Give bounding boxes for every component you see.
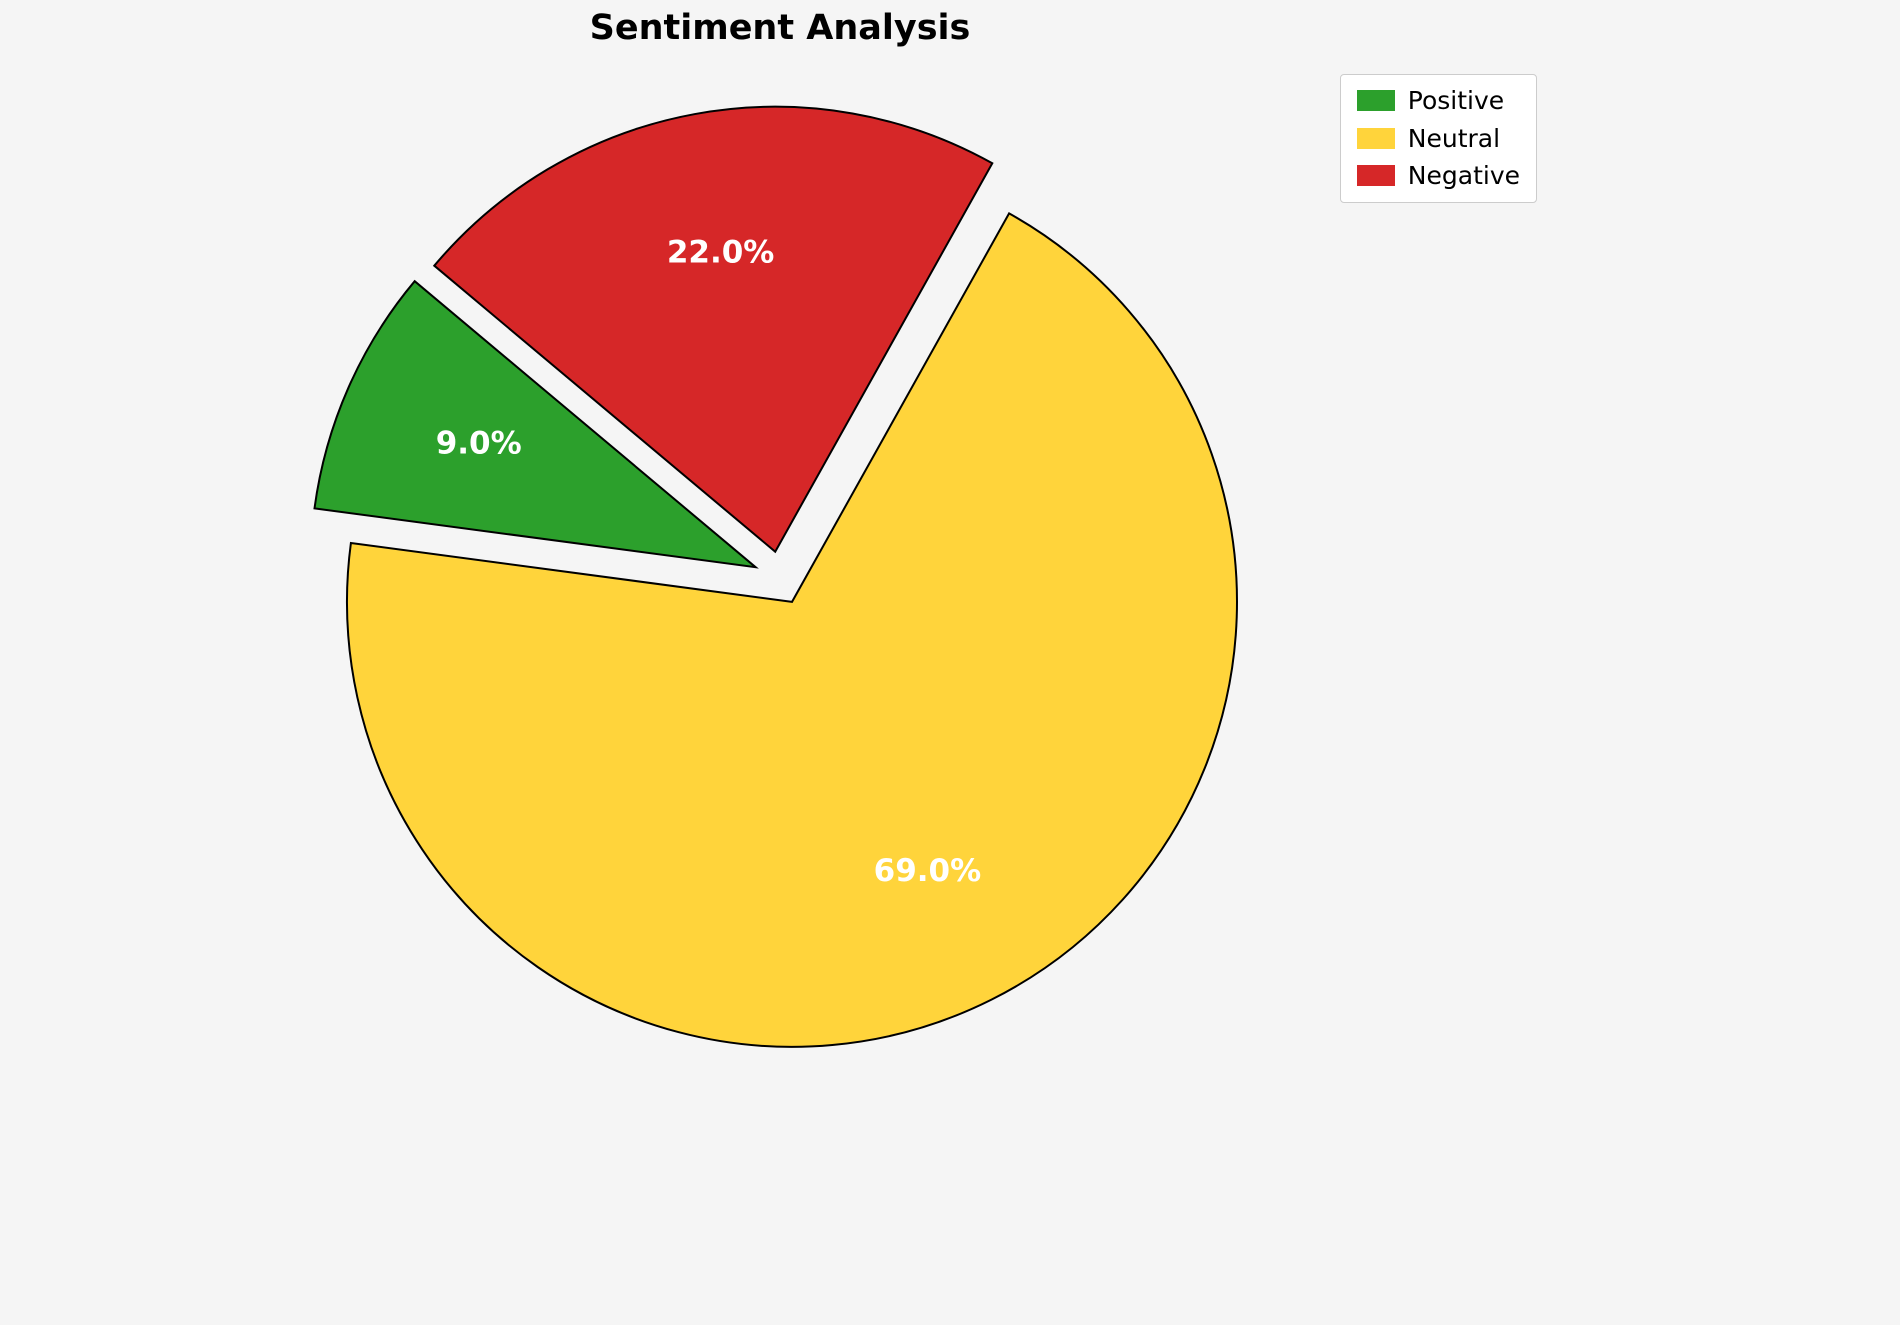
legend-label-positive: Positive [1407,86,1505,115]
legend-label-negative: Negative [1407,161,1520,190]
pie-slice-neutral [346,212,1238,1048]
pie-slice-positive [313,279,759,569]
legend-entry-positive: Positive [1356,86,1520,115]
chart-title: Sentiment Analysis [589,8,971,48]
legend-label-neutral: Neutral [1407,123,1501,153]
legend-swatch-neutral [1356,127,1395,149]
pct-label-negative: 22.0% [667,235,775,271]
legend: Positive Neutral Negative [1339,74,1537,203]
pct-label-neutral: 69.0% [874,853,982,889]
legend-entry-negative: Negative [1356,161,1520,190]
legend-entry-neutral: Neutral [1356,123,1520,153]
legend-swatch-negative [1356,165,1395,187]
legend-swatch-positive [1356,90,1395,112]
pct-label-positive: 9.0% [436,426,522,462]
pie-slice-negative [432,105,994,554]
